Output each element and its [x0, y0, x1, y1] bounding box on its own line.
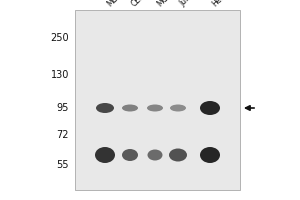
Bar — [75, 10, 240, 190]
Text: 250: 250 — [50, 33, 69, 43]
Ellipse shape — [170, 104, 186, 112]
Text: 130: 130 — [51, 70, 69, 80]
Text: 55: 55 — [56, 160, 69, 170]
Text: 95: 95 — [57, 103, 69, 113]
Ellipse shape — [96, 103, 114, 113]
Ellipse shape — [169, 148, 187, 162]
Text: MCF-7: MCF-7 — [155, 0, 178, 8]
Text: 72: 72 — [56, 130, 69, 140]
Text: Hela: Hela — [210, 0, 229, 8]
Ellipse shape — [148, 150, 163, 160]
Text: Jurkat: Jurkat — [178, 0, 200, 8]
Ellipse shape — [147, 104, 163, 112]
Text: CEM: CEM — [130, 0, 148, 8]
Text: MDA-MB435: MDA-MB435 — [105, 0, 144, 8]
Ellipse shape — [122, 104, 138, 112]
Ellipse shape — [122, 149, 138, 161]
Ellipse shape — [95, 147, 115, 163]
Ellipse shape — [200, 147, 220, 163]
Ellipse shape — [200, 101, 220, 115]
